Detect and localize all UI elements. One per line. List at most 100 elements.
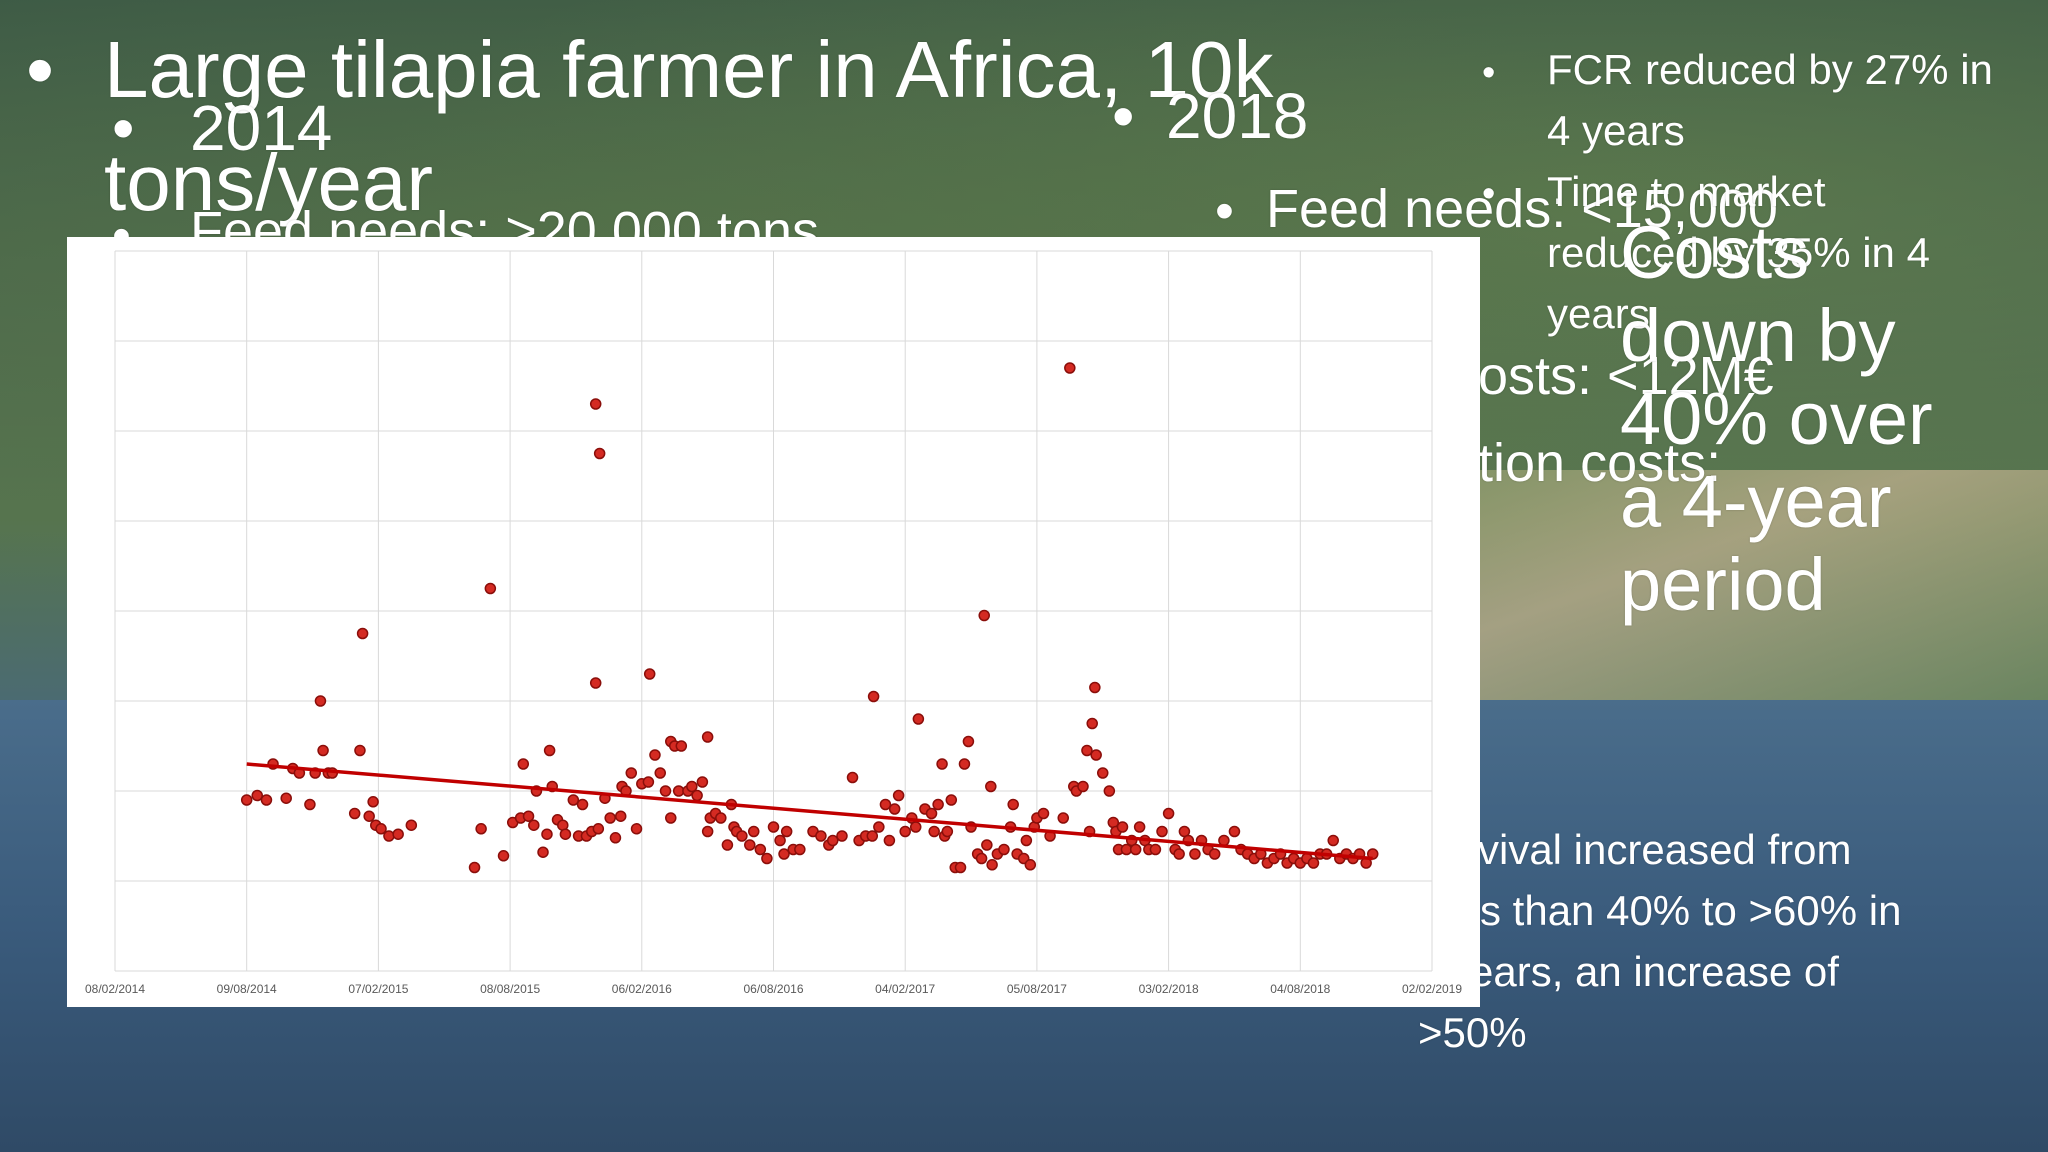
- data-point: [1156, 825, 1168, 838]
- data-point: [998, 843, 1010, 856]
- data-point: [1089, 681, 1101, 694]
- data-point: [260, 794, 273, 806]
- data-point: [686, 780, 698, 793]
- data-point: [643, 668, 656, 680]
- survival-line3: ears, an increase of: [1470, 948, 1839, 995]
- costs-big-line2: down by: [1620, 294, 1896, 377]
- scatter-chart: 08/02/2014 09/08/2014 07/02/2015 08/08/2015…: [85, 250, 1462, 996]
- data-point: [1133, 821, 1146, 833]
- data-point: [1024, 859, 1037, 871]
- data-point: [1097, 767, 1109, 779]
- data-point: [367, 796, 379, 808]
- data-point: [251, 789, 263, 802]
- right-bullet-2-line1: Time to market: [1547, 168, 1826, 215]
- data-point: [754, 843, 767, 856]
- data-point: [630, 823, 643, 835]
- x-tick-label: 04/02/2017: [875, 982, 935, 996]
- data-point: [912, 713, 925, 725]
- data-point: [767, 821, 780, 833]
- data-point: [936, 758, 948, 770]
- data-point: [1007, 798, 1019, 811]
- data-point: [592, 823, 605, 835]
- data-point: [941, 825, 954, 838]
- x-tick-label: 08/02/2014: [85, 982, 145, 996]
- data-point: [815, 830, 827, 842]
- data-point: [962, 735, 975, 748]
- data-point: [774, 834, 786, 847]
- x-tick-label: 04/08/2018: [1270, 982, 1330, 996]
- background-shore: [1400, 470, 2048, 710]
- bullet-2014: •: [112, 92, 135, 164]
- data-point: [609, 832, 622, 844]
- costs-big-line1: Costs: [1620, 211, 1810, 294]
- data-point: [888, 803, 901, 815]
- year-2018: 2018: [1166, 80, 1309, 152]
- data-point: [866, 830, 879, 842]
- data-point: [375, 823, 387, 835]
- data-point: [1208, 848, 1221, 860]
- survival-line1: rvival increased from: [1464, 826, 1852, 873]
- feed-2018-bullet: •: [1215, 181, 1234, 241]
- data-point: [468, 861, 481, 874]
- data-point: [892, 789, 905, 802]
- costs-big-line3: 40% over: [1620, 377, 1933, 460]
- data-point: [715, 812, 727, 824]
- data-point: [1037, 807, 1050, 820]
- data-point: [528, 819, 540, 831]
- data-point: [665, 812, 677, 824]
- data-point: [721, 839, 734, 851]
- costs-big-line5: period: [1620, 543, 1826, 626]
- data-point: [1090, 749, 1102, 761]
- data-point: [1228, 825, 1241, 838]
- data-point: [978, 609, 990, 622]
- data-point: [356, 627, 369, 640]
- data-point: [675, 740, 688, 752]
- data-point: [945, 794, 958, 806]
- data-point: [642, 776, 655, 788]
- data-point: [614, 810, 627, 822]
- costs-big-line4: a 4-year: [1620, 460, 1892, 543]
- data-point: [1162, 807, 1175, 820]
- data-point: [899, 825, 911, 838]
- data-point: [985, 780, 997, 793]
- data-point: [1077, 780, 1089, 793]
- data-point: [879, 798, 892, 811]
- x-tick-label: 06/08/2016: [743, 982, 803, 996]
- data-point: [1081, 744, 1093, 757]
- data-point: [593, 447, 606, 460]
- data-point: [659, 785, 672, 797]
- production-costs-2018: tion costs:: [1478, 433, 1722, 493]
- data-point: [1116, 821, 1129, 833]
- data-point: [354, 744, 366, 757]
- data-point: [867, 690, 880, 703]
- data-point: [567, 794, 580, 806]
- data-point: [932, 798, 944, 811]
- x-tick-label: 03/02/2018: [1139, 982, 1199, 996]
- data-point: [348, 807, 361, 820]
- survival-line2: s than 40% to >60% in: [1480, 887, 1902, 934]
- data-point: [1064, 362, 1076, 374]
- right-bullet-1-line2: 4 years: [1547, 107, 1685, 154]
- data-point: [1086, 717, 1098, 730]
- data-point: [475, 823, 487, 835]
- data-point: [928, 825, 940, 838]
- data-point: [1173, 848, 1185, 860]
- data-point: [701, 825, 714, 838]
- data-point: [240, 794, 253, 806]
- data-point: [827, 834, 839, 847]
- right-bullet-2-dot: •: [1482, 173, 1496, 215]
- slide-title-line1: Large tilapia farmer in Africa, 10k: [104, 25, 1274, 114]
- right-bullet-2-line2: reduced by 35% in 4: [1547, 229, 1930, 276]
- data-point: [1129, 843, 1142, 856]
- data-point: [363, 810, 375, 822]
- data-point: [744, 839, 756, 851]
- data-point: [654, 767, 666, 779]
- title-bullet: •: [26, 25, 55, 114]
- data-point: [1327, 834, 1339, 847]
- data-point: [975, 852, 988, 865]
- data-point: [314, 695, 327, 707]
- year-2014: 2014: [190, 92, 333, 164]
- survival-line4: >50%: [1418, 1009, 1527, 1056]
- data-point: [392, 828, 404, 840]
- data-point: [954, 861, 967, 874]
